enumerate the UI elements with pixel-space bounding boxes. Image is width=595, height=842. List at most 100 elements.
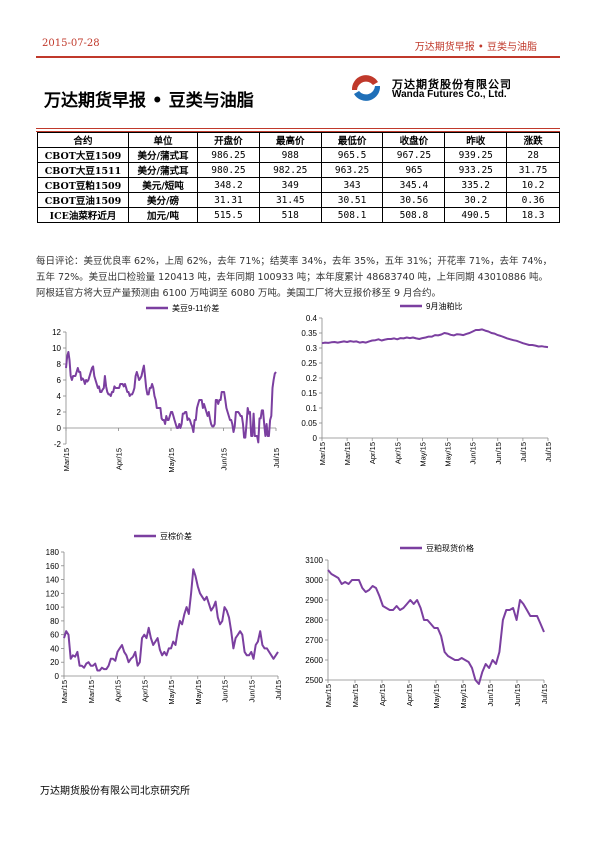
- x-tick-label: Mar/15: [87, 680, 96, 703]
- table-cell: 345.4: [382, 177, 446, 193]
- y-tick-label: 40: [50, 644, 59, 653]
- y-tick-label: 0.4: [306, 314, 318, 323]
- table-cell: 986.25: [197, 147, 260, 163]
- table-cell: 31.45: [258, 192, 322, 208]
- chart-soymeal-spot-price: 豆粕现货价格 2500 2600 2700 2800 2900 3000 3100 Mar/15…: [305, 543, 549, 709]
- price-table: 合约 单位 开盘价 最高价 最低价 收盘价 昨收 涨跌 CBOT大豆1509 美…: [37, 132, 560, 223]
- y-tick-label: 100: [46, 603, 60, 612]
- table-cell: 31.75: [506, 162, 560, 178]
- section-rule-top: [36, 128, 560, 129]
- running-header-title: 万达期货早报 • 豆类与油脂: [414, 42, 537, 53]
- x-tick-label: Apr/15: [405, 684, 414, 706]
- table-cell: CBOT大豆1509: [37, 147, 129, 163]
- y-tick-label: 140: [46, 576, 60, 585]
- company-logo-icon: [351, 75, 381, 101]
- table-cell: 963.25: [320, 162, 384, 178]
- table-cell: 28: [506, 147, 560, 163]
- table-cell: ICE油菜籽近月: [37, 207, 129, 223]
- x-tick-label: Mar/15: [351, 684, 360, 707]
- y-tick-label: 12: [52, 328, 61, 337]
- table-cell: 美元/短吨: [128, 177, 198, 193]
- y-tick-label: 8: [57, 360, 62, 369]
- x-tick-label: Apr/15: [393, 442, 402, 464]
- table-row: CBOT豆油1509 美分/磅 31.31 31.45 30.51 30.56 …: [37, 192, 560, 208]
- table-cell: 508.1: [320, 207, 384, 223]
- y-tick-label: -2: [54, 440, 62, 449]
- col-header: 最低价: [320, 132, 384, 148]
- y-tick-label: 60: [50, 631, 59, 640]
- y-tick-label: 3100: [305, 556, 323, 565]
- y-tick-label: 80: [50, 617, 59, 626]
- x-tick-label: Apr/15: [140, 680, 149, 702]
- table-cell: 18.3: [506, 207, 560, 223]
- x-tick-label: Mar/15: [60, 680, 69, 703]
- logo-company-en: Wanda Futures Co., Ltd.: [392, 89, 507, 100]
- table-cell: 加元/吨: [128, 207, 198, 223]
- series-line: [65, 351, 277, 444]
- table-cell: CBOT大豆1511: [37, 162, 129, 178]
- x-tick-label: Apr/15: [368, 442, 377, 464]
- legend-label: 美豆9-11价差: [172, 303, 219, 313]
- table-cell: 美分/蒲式耳: [128, 162, 198, 178]
- y-tick-label: 0.05: [301, 419, 317, 428]
- table-cell: 30.56: [382, 192, 446, 208]
- x-tick-label: Jul/15: [274, 680, 283, 700]
- table-row: CBOT豆粕1509 美元/短吨 348.2 349 343 345.4 335…: [37, 177, 560, 193]
- x-tick-label: Jul/15: [540, 684, 549, 704]
- daily-comment: 每日评论：美豆优良率 62%，上周 62%，去年 71%；结荚率 34%，去年 …: [36, 256, 553, 299]
- y-tick-label: 20: [50, 658, 59, 667]
- table-cell: 美分/蒲式耳: [128, 147, 198, 163]
- table-row: CBOT大豆1511 美分/蒲式耳 980.25 982.25 963.25 9…: [37, 162, 560, 178]
- col-header: 开盘价: [197, 132, 260, 148]
- x-tick-label: Jun/15: [247, 680, 256, 703]
- table-cell: 939.25: [444, 147, 508, 163]
- price-table-header: 合约 单位 开盘价 最高价 最低价 收盘价 昨收 涨跌: [37, 132, 560, 148]
- table-cell: 980.25: [197, 162, 260, 178]
- footer-institute: 万达期货股份有限公司北京研究所: [40, 786, 190, 797]
- section-rule-bottom: [36, 131, 560, 132]
- chart-soybean-spread: 美豆9-11价差 -2 0 2 4 6 8 10 12 Mar/15 Apr/15 May/15 Jun…: [52, 303, 281, 472]
- y-tick-label: 0.25: [301, 359, 317, 368]
- legend-label: 豆粕现货价格: [426, 543, 474, 553]
- y-tick-label: 2: [57, 408, 62, 417]
- x-tick-label: May/15: [459, 684, 468, 709]
- x-tick-label: Jun/15: [221, 680, 230, 703]
- table-cell: 335.2: [444, 177, 508, 193]
- table-row: CBOT大豆1509 美分/蒲式耳 986.25 988 965.5 967.2…: [37, 147, 560, 163]
- table-cell: CBOT豆粕1509: [37, 177, 129, 193]
- y-tick-label: 2600: [305, 656, 323, 665]
- x-tick-label: May/15: [418, 442, 427, 467]
- table-cell: 348.2: [197, 177, 260, 193]
- y-tick-label: 0.35: [301, 329, 317, 338]
- x-tick-label: May/15: [432, 684, 441, 709]
- table-cell: 515.5: [197, 207, 260, 223]
- col-header: 收盘价: [382, 132, 446, 148]
- y-tick-label: 0: [55, 672, 60, 681]
- x-tick-label: Jun/15: [469, 442, 478, 465]
- x-tick-label: Jul/15: [544, 442, 553, 462]
- logo-company-cn: 万达期货股份有限公司: [392, 78, 512, 91]
- y-tick-label: 4: [57, 392, 62, 401]
- series-line: [63, 568, 279, 672]
- y-tick-label: 180: [46, 548, 60, 557]
- table-cell: 10.2: [506, 177, 560, 193]
- x-tick-label: Jun/15: [494, 442, 503, 465]
- table-cell: 967.25: [382, 147, 446, 163]
- x-tick-label: Apr/15: [378, 684, 387, 706]
- table-cell: CBOT豆油1509: [37, 192, 129, 208]
- x-tick-label: Mar/15: [318, 442, 327, 465]
- report-date: 2015-07-28: [42, 38, 100, 49]
- x-tick-label: Mar/15: [324, 684, 333, 707]
- table-row: ICE油菜籽近月 加元/吨 515.5 518 508.1 508.8 490.…: [37, 207, 560, 223]
- table-cell: 933.25: [444, 162, 508, 178]
- table-cell: 982.25: [258, 162, 322, 178]
- table-cell: 965.5: [320, 147, 384, 163]
- y-tick-label: 2500: [305, 676, 323, 685]
- y-tick-label: 120: [46, 589, 60, 598]
- y-tick-label: 0.1: [306, 404, 318, 413]
- y-tick-label: 10: [52, 344, 61, 353]
- x-tick-label: Jun/15: [513, 684, 522, 707]
- col-header: 最高价: [258, 132, 322, 148]
- table-cell: 988: [258, 147, 322, 163]
- x-tick-label: May/15: [167, 680, 176, 705]
